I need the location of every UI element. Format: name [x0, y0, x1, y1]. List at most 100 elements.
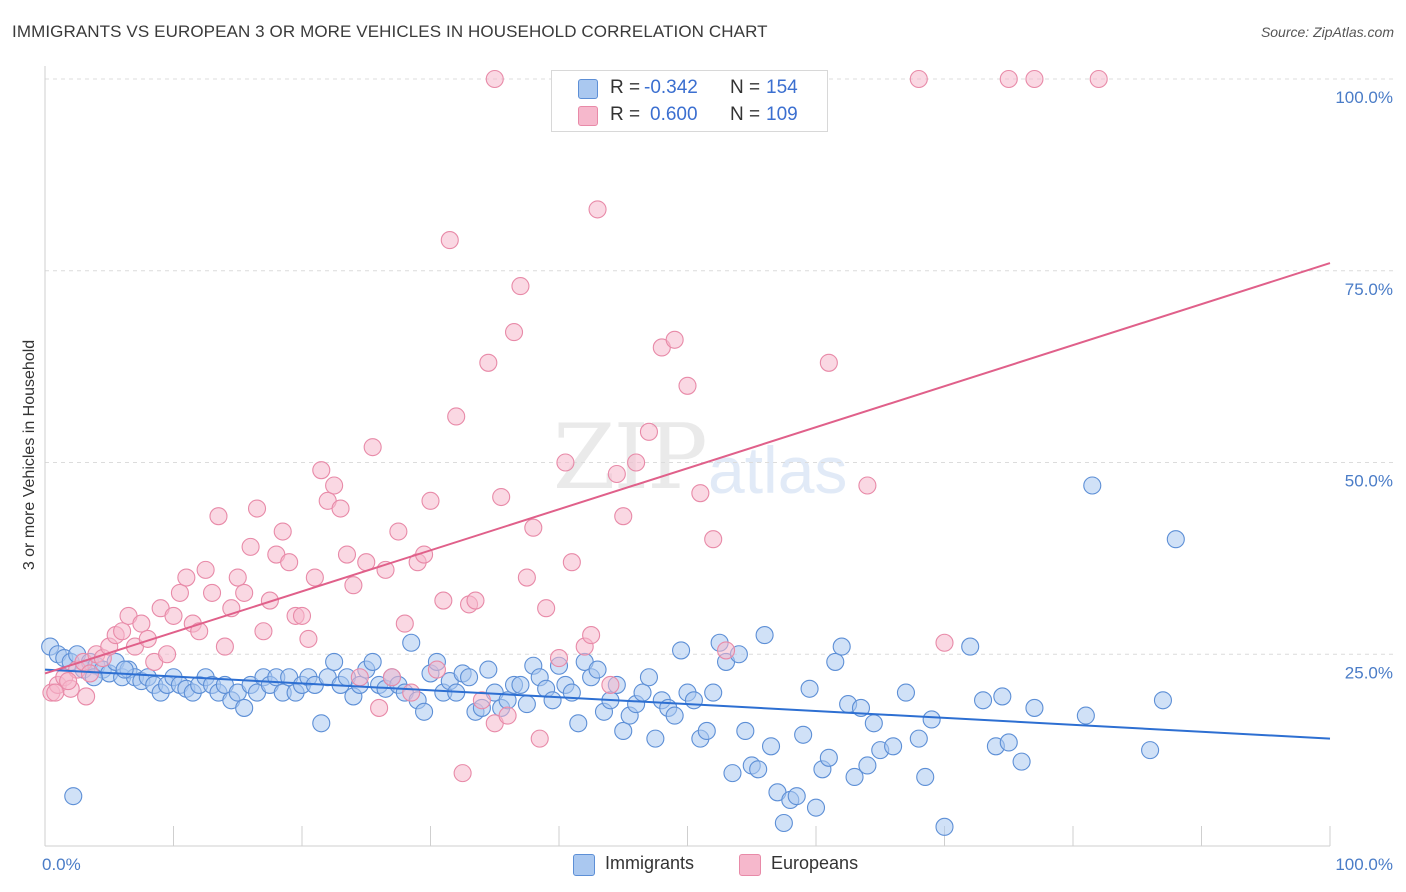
immigrants-point: [684, 691, 703, 710]
europeans-point: [228, 568, 247, 587]
n-label: N =: [730, 77, 761, 98]
immigrants-point: [736, 721, 755, 741]
immigrants-point: [325, 652, 344, 671]
europeans-point: [607, 464, 626, 484]
immigrants-point: [916, 767, 935, 787]
immigrants-point: [961, 637, 980, 656]
immigrants-point: [819, 748, 838, 767]
europeans-point: [1025, 69, 1044, 89]
europeans-legend-swatch: [739, 854, 761, 876]
europeans-point: [704, 530, 723, 549]
europeans-point: [132, 614, 151, 633]
europeans-point: [241, 537, 260, 556]
immigrants-point: [749, 760, 768, 779]
europeans-point: [215, 637, 234, 656]
europeans-point: [999, 69, 1018, 89]
immigrants-point: [993, 687, 1012, 706]
immigrants-point: [858, 756, 877, 775]
europeans-point: [395, 614, 414, 633]
x-tick-label: 0.0%: [42, 855, 81, 874]
immigrants-point: [511, 675, 530, 694]
correlation-legend: R = -0.342 N = 154 R = 0.600 N = 109: [551, 70, 828, 132]
europeans-point: [164, 606, 183, 625]
immigrants-point: [973, 691, 993, 710]
europeans-point: [273, 522, 292, 541]
immigrants-point: [806, 798, 826, 817]
europeans-point: [382, 668, 402, 687]
n-value: 154: [766, 77, 798, 98]
immigrants-point: [826, 652, 845, 671]
europeans-point: [504, 323, 524, 342]
immigrants-point: [1166, 530, 1185, 549]
europeans-point: [524, 518, 543, 537]
europeans-point: [402, 683, 421, 702]
immigrants-legend-swatch: [573, 854, 595, 876]
europeans-point: [453, 764, 472, 783]
immigrants-point: [517, 695, 536, 714]
europeans-point: [665, 330, 684, 349]
immigrants-point: [755, 626, 774, 645]
europeans-point: [716, 641, 736, 660]
immigrants-point: [672, 641, 691, 660]
immigrants-point: [459, 668, 479, 687]
europeans-point: [935, 633, 954, 652]
europeans-point: [370, 698, 389, 717]
europeans-point: [235, 583, 254, 602]
europeans-point: [299, 629, 318, 648]
immigrants-point: [794, 725, 813, 744]
europeans-point: [517, 568, 536, 587]
europeans-point: [80, 664, 100, 683]
x-tick-label: 100.0%: [1335, 855, 1393, 874]
immigrants-point: [832, 637, 851, 656]
immigrants-point: [235, 698, 254, 717]
legend-row-europeans: R = 0.600 N = 109: [552, 102, 827, 128]
immigrants-point: [922, 710, 941, 729]
europeans-point: [588, 200, 607, 219]
immigrants-point: [935, 817, 954, 836]
immigrants-point: [363, 652, 382, 671]
europeans-point: [254, 622, 273, 641]
immigrants-point: [639, 668, 659, 687]
r-label: R =: [610, 104, 641, 125]
europeans-point: [582, 626, 601, 645]
immigrants-point: [1025, 698, 1044, 717]
europeans-point: [1089, 69, 1108, 89]
europeans-point: [203, 583, 222, 602]
europeans-point: [447, 407, 466, 426]
europeans-point: [113, 622, 132, 641]
europeans-point: [537, 599, 556, 618]
immigrants-point: [633, 683, 652, 702]
immigrants-point: [845, 767, 864, 787]
y-tick-label: 75.0%: [1345, 280, 1393, 299]
immigrants-point: [1153, 691, 1172, 710]
europeans-point: [247, 499, 267, 518]
europeans-point: [556, 453, 575, 472]
europeans-point: [678, 376, 697, 395]
source-label: Source: ZipAtlas.com: [1260, 24, 1394, 40]
europeans-point: [170, 583, 189, 602]
immigrants-point: [704, 683, 723, 702]
immigrants-point: [614, 721, 633, 741]
y-tick-label: 100.0%: [1335, 88, 1393, 107]
immigrants-point: [909, 729, 928, 748]
europeans-point: [331, 499, 350, 518]
immigrants-point: [1083, 476, 1102, 495]
europeans-trendline: [44, 262, 1331, 675]
immigrants-legend-label: Immigrants: [605, 853, 695, 873]
immigrants-point: [774, 813, 793, 833]
europeans-point: [427, 660, 446, 679]
immigrants-point: [64, 787, 83, 806]
immigrants-point: [761, 737, 781, 756]
europeans-point: [562, 553, 581, 572]
europeans-point: [530, 729, 549, 748]
immigrants-point: [543, 691, 562, 710]
immigrants-point: [479, 660, 498, 679]
europeans-point: [614, 507, 633, 526]
immigrants-point: [896, 683, 916, 702]
europeans-point: [498, 706, 517, 725]
immigrants-point: [787, 787, 806, 806]
europeans-point: [389, 522, 408, 541]
europeans-point: [549, 649, 569, 668]
immigrants-point: [851, 698, 871, 717]
europeans-point: [466, 591, 485, 610]
